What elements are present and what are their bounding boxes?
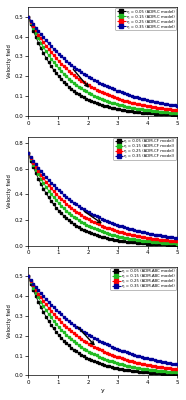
Y-axis label: Velocity field: Velocity field	[7, 174, 12, 208]
Legend: η = 0.05 (ADM-C model), η = 0.15 (ADM-C model), η = 0.25 (ADM-C model), η = 0.35: η = 0.05 (ADM-C model), η = 0.15 (ADM-C …	[116, 8, 176, 30]
Y-axis label: Velocity field: Velocity field	[7, 304, 12, 338]
Y-axis label: Velocity field: Velocity field	[7, 44, 12, 78]
X-axis label: y: y	[101, 388, 105, 393]
Legend: η = 0.05 (ADM-ABC model), η = 0.15 (ADM-ABC model), η = 0.25 (ADM-ABC model), η : η = 0.05 (ADM-ABC model), η = 0.15 (ADM-…	[110, 268, 176, 290]
Legend: η = 0.05 (ADM-CF model), η = 0.15 (ADM-CF model), η = 0.25 (ADM-CF model), η = 0: η = 0.05 (ADM-CF model), η = 0.15 (ADM-C…	[113, 138, 176, 160]
